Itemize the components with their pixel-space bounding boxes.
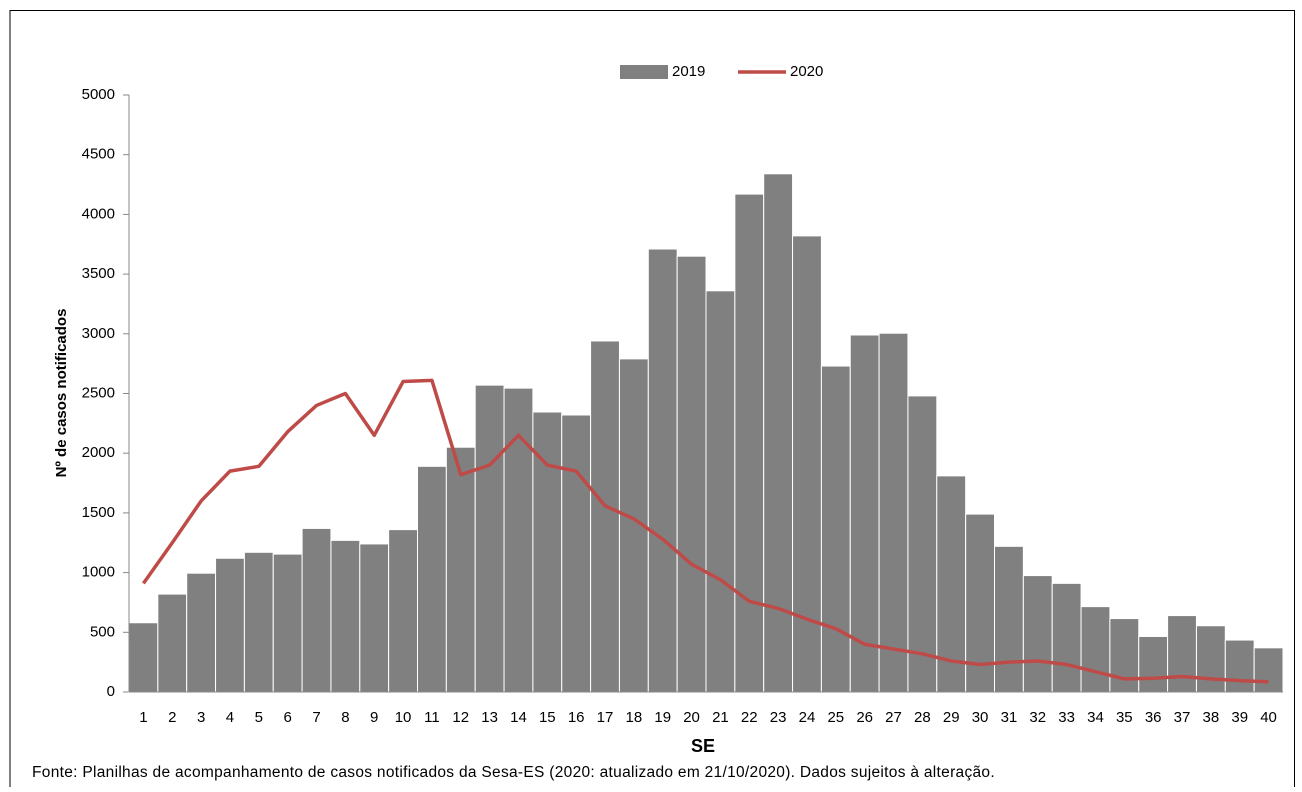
y-tick-label: 1500 bbox=[82, 504, 115, 521]
bar bbox=[705, 290, 736, 693]
bar bbox=[388, 529, 418, 693]
x-tick-label: 26 bbox=[856, 709, 873, 726]
x-tick-label: 30 bbox=[972, 709, 989, 726]
x-tick-label: 25 bbox=[827, 709, 844, 726]
frame bbox=[9, 10, 1295, 787]
bar bbox=[676, 255, 707, 693]
x-tick-label: 6 bbox=[284, 709, 292, 726]
bar bbox=[186, 572, 217, 693]
x-tick-label: 34 bbox=[1087, 709, 1104, 726]
legend-label: 2019 bbox=[672, 63, 705, 80]
bar bbox=[1195, 625, 1226, 693]
x-tick-label: 39 bbox=[1231, 709, 1248, 726]
bar bbox=[763, 173, 794, 693]
x-tick-label: 2 bbox=[168, 709, 176, 726]
bar bbox=[128, 622, 159, 693]
x-tick-label: 11 bbox=[424, 709, 440, 726]
bar bbox=[1167, 615, 1197, 693]
bar bbox=[243, 551, 274, 693]
bar bbox=[1022, 575, 1053, 693]
bar bbox=[272, 553, 303, 693]
x-tick-label: 32 bbox=[1029, 709, 1046, 726]
bar bbox=[1224, 639, 1255, 693]
y-axis-title: Nº de casos notificados bbox=[53, 309, 70, 478]
x-tick-label: 33 bbox=[1058, 709, 1075, 726]
bar bbox=[1051, 582, 1082, 693]
y-tick-label: 0 bbox=[107, 683, 115, 700]
x-tick-label: 12 bbox=[452, 709, 469, 726]
bar bbox=[445, 446, 476, 693]
bar bbox=[820, 365, 851, 693]
x-tick-label: 7 bbox=[312, 709, 320, 726]
x-axis-title: SE bbox=[691, 736, 715, 756]
x-tick-label: 17 bbox=[597, 709, 614, 726]
x-tick-label: 1 bbox=[139, 709, 147, 726]
x-tick-label: 4 bbox=[226, 709, 234, 726]
x-tick-label: 14 bbox=[510, 709, 527, 726]
x-tick-label: 8 bbox=[341, 709, 349, 726]
x-tick-label: 18 bbox=[626, 709, 643, 726]
x-tick-label: 23 bbox=[770, 709, 787, 726]
x-tick-label: 3 bbox=[197, 709, 205, 726]
x-tick-label: 5 bbox=[255, 709, 263, 726]
x-tick-label: 21 bbox=[712, 709, 729, 726]
legend-swatch bbox=[620, 65, 668, 79]
bar bbox=[561, 414, 592, 693]
x-tick-label: 19 bbox=[654, 709, 671, 726]
x-tick-label: 9 bbox=[370, 709, 378, 726]
y-tick-label: 4000 bbox=[82, 205, 115, 222]
x-tick-label: 35 bbox=[1116, 709, 1133, 726]
y-tick-label: 4500 bbox=[82, 146, 115, 163]
bar bbox=[474, 384, 505, 693]
legend-label: 2020 bbox=[790, 63, 823, 80]
bar bbox=[1253, 647, 1284, 693]
x-tick-label: 16 bbox=[568, 709, 585, 726]
source-note: Fonte: Planilhas de acompanhamento de ca… bbox=[32, 764, 995, 781]
y-tick-label: 2000 bbox=[82, 444, 115, 461]
x-tick-label: 37 bbox=[1174, 709, 1191, 726]
bar bbox=[157, 593, 188, 693]
bar bbox=[1138, 635, 1169, 693]
bar bbox=[330, 539, 361, 693]
bar bbox=[1080, 606, 1111, 693]
bar bbox=[734, 193, 765, 693]
bar bbox=[907, 395, 938, 693]
bar bbox=[878, 332, 909, 693]
bar bbox=[1109, 618, 1140, 693]
x-tick-label: 20 bbox=[683, 709, 700, 726]
y-tick-label: 1000 bbox=[82, 564, 115, 581]
y-tick-label: 5000 bbox=[82, 86, 115, 103]
x-tick-label: 15 bbox=[539, 709, 556, 726]
y-tick-label: 2500 bbox=[82, 384, 115, 401]
x-tick-label: 24 bbox=[799, 709, 816, 726]
x-tick-label: 29 bbox=[943, 709, 960, 726]
x-tick-label: 31 bbox=[1001, 709, 1018, 726]
x-tick-label: 36 bbox=[1145, 709, 1162, 726]
line bbox=[141, 378, 1269, 684]
y-tick-label: 500 bbox=[90, 623, 115, 640]
x-tick-label: 28 bbox=[914, 709, 931, 726]
x-tick-label: 10 bbox=[395, 709, 412, 726]
bar bbox=[359, 543, 390, 693]
bar bbox=[647, 248, 678, 693]
bar bbox=[994, 545, 1024, 693]
x-tick-label: 27 bbox=[885, 709, 902, 726]
bar bbox=[417, 465, 447, 693]
x-tick-label: 40 bbox=[1260, 709, 1277, 726]
x-tick-label: 22 bbox=[741, 709, 758, 726]
x-tick-label: 13 bbox=[481, 709, 498, 726]
y-tick-label: 3000 bbox=[82, 325, 115, 342]
bar bbox=[503, 387, 534, 693]
bar bbox=[532, 411, 563, 693]
y-tick-label: 3500 bbox=[82, 265, 115, 282]
bar bbox=[215, 557, 245, 693]
x-tick-label: 38 bbox=[1203, 709, 1220, 726]
bar bbox=[590, 340, 620, 693]
bar bbox=[301, 527, 332, 693]
